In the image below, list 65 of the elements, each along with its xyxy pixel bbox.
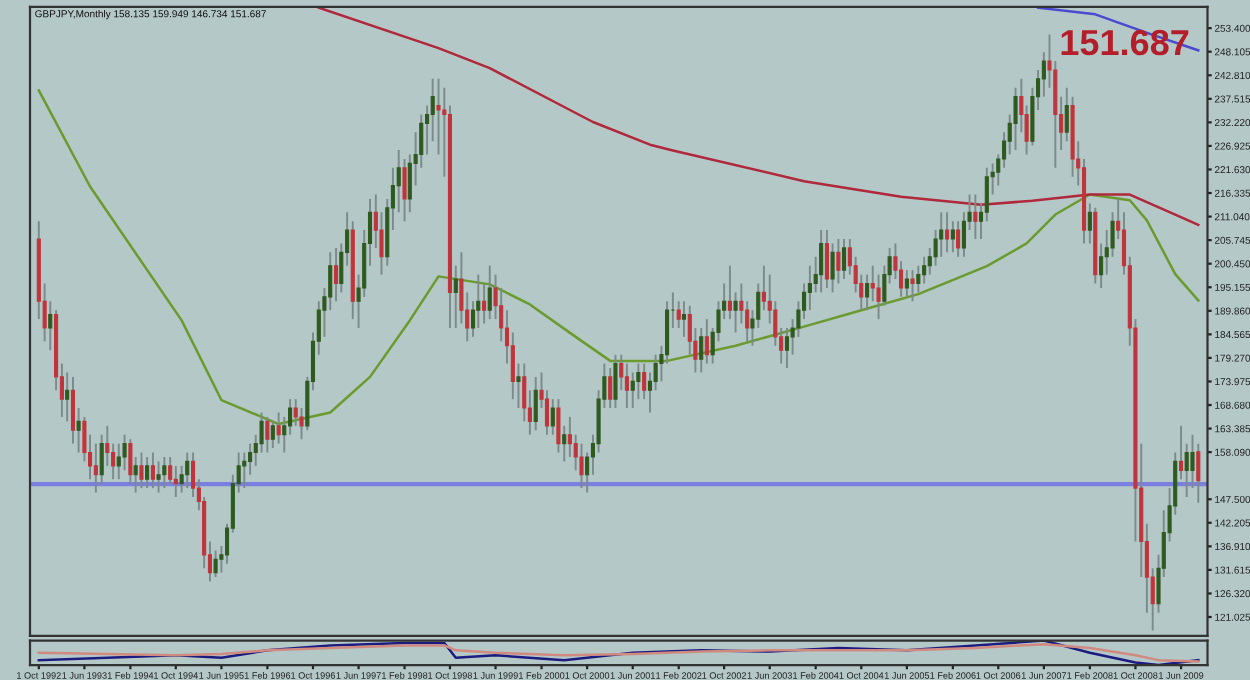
candlestick: [699, 327, 704, 374]
candlestick: [133, 456, 138, 494]
candlestick: [904, 269, 909, 298]
candlestick: [916, 264, 921, 294]
annotation: 151.687: [1061, 29, 1189, 56]
candlestick: [784, 327, 790, 369]
candlestick: [944, 211, 950, 254]
candlestick: [1178, 424, 1184, 481]
candlestick: [865, 273, 870, 312]
candlestick: [482, 282, 487, 325]
candlestick: [265, 415, 270, 454]
candlestick: [727, 264, 732, 321]
candlestick: [162, 456, 167, 490]
candlestick: [270, 420, 275, 450]
candlestick: [950, 220, 955, 254]
candlestick: [402, 157, 407, 223]
candlestick: [533, 375, 538, 432]
candlestick: [213, 549, 218, 579]
candlestick: [836, 238, 841, 285]
candlestick: [150, 451, 155, 490]
candlestick: [613, 353, 618, 410]
candlestick: [807, 264, 812, 312]
candlestick: [556, 398, 561, 454]
candlestick: [579, 442, 584, 490]
candlestick: [630, 371, 635, 410]
candlestick: [242, 451, 247, 490]
candlestick: [733, 291, 738, 334]
candlestick: [128, 438, 133, 485]
candlestick: [830, 242, 835, 294]
candlestick: [636, 362, 641, 401]
candlestick: [276, 411, 281, 445]
candlestick: [939, 211, 944, 258]
candlestick: [824, 229, 830, 289]
candlestick: [185, 451, 190, 490]
line-series: [1036, 6, 1200, 52]
candlestick: [156, 460, 161, 494]
candlestick: [139, 451, 144, 490]
candlestick: [876, 273, 881, 321]
candlestick: [1196, 442, 1201, 504]
candlestick: [1064, 86, 1069, 143]
candlestick: [819, 229, 824, 294]
candlestick: [65, 371, 70, 423]
candlestick: [476, 273, 481, 329]
candlestick: [704, 318, 709, 365]
candlestick: [841, 238, 847, 281]
candlestick: [1013, 86, 1018, 152]
candlestick: [70, 375, 76, 445]
candlestick: [173, 464, 178, 498]
candlestick: [333, 246, 339, 303]
candlestick: [676, 300, 681, 329]
candlestick: [487, 264, 492, 321]
candlestick: [145, 456, 150, 490]
candlestick: [910, 269, 915, 303]
candlestick: [624, 362, 629, 410]
candlestick: [76, 407, 81, 454]
candlestick: [93, 442, 98, 494]
candlestick: [1190, 433, 1195, 490]
candlestick: [681, 300, 687, 338]
line-series: [317, 6, 1200, 227]
candlestick: [973, 193, 978, 240]
candlestick: [99, 433, 104, 485]
candlestick: [116, 442, 121, 481]
candlestick: [562, 424, 567, 463]
candlestick: [956, 220, 961, 258]
candlestick: [922, 255, 927, 285]
